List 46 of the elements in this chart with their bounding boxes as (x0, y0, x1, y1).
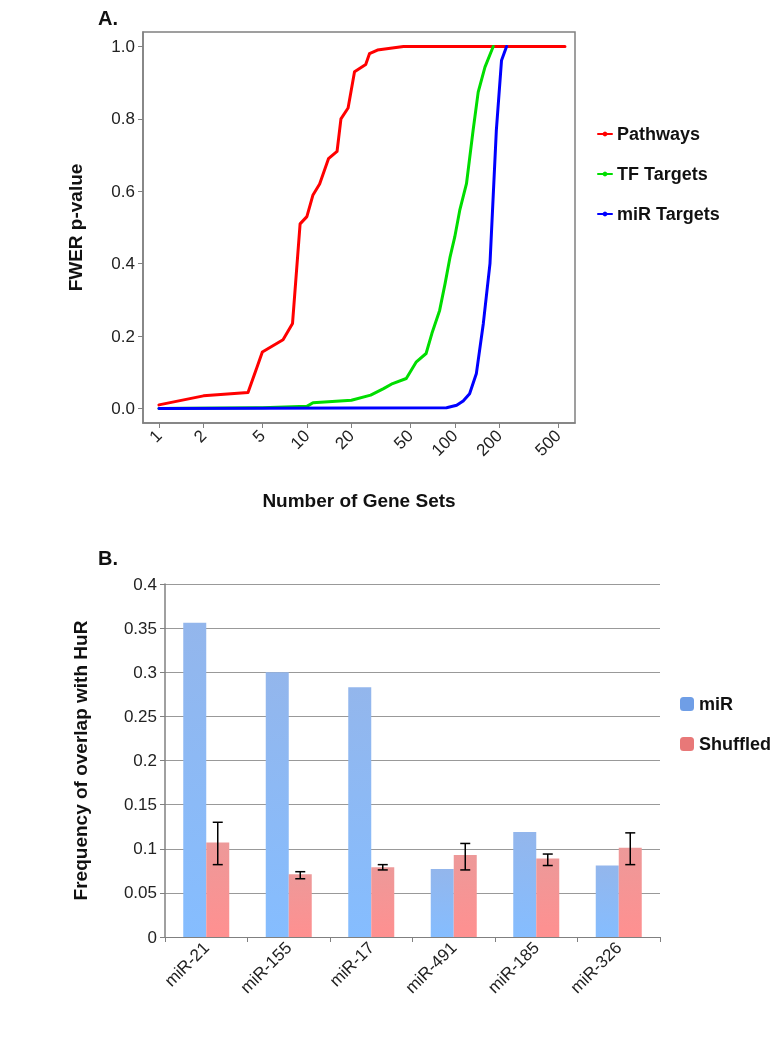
text: A. (98, 7, 118, 29)
bar (265, 672, 289, 937)
x-tick-label: 10 (286, 426, 314, 454)
y-tick-label: 1.0 (111, 36, 135, 56)
bar (453, 854, 477, 937)
y-tick-label: 0.3 (133, 662, 157, 682)
x-tick-label: 2 (190, 426, 211, 447)
legend-label: miR Targets (617, 204, 720, 224)
bar (183, 622, 207, 937)
legend-label: miR (699, 694, 734, 714)
x-axis-title: Number of Gene Sets (262, 490, 456, 511)
y-tick-label: 0 (147, 927, 157, 947)
y-tick-label: 0.35 (123, 618, 157, 638)
legend-label: TF Targets (617, 164, 708, 184)
x-tick-label: 50 (390, 426, 417, 454)
x-tick-label: 500 (531, 426, 565, 460)
bar (595, 865, 619, 937)
y-tick-label: 0.8 (111, 109, 135, 129)
y-tick-label: 0.25 (123, 706, 157, 726)
x-tick-label: 100 (428, 426, 462, 460)
y-tick-label: 0.4 (133, 574, 157, 594)
y-tick-label: 0.0 (111, 399, 135, 419)
bar (618, 847, 642, 937)
bar (536, 858, 560, 937)
text: B. (98, 547, 118, 569)
x-tick-label: 1 (145, 426, 166, 447)
bar (206, 842, 230, 937)
bar (430, 869, 454, 937)
y-tick-label: 0.05 (123, 883, 157, 903)
bar (371, 867, 395, 937)
x-tick-label: 20 (331, 426, 359, 454)
x-tick-label: 200 (472, 426, 507, 460)
x-tick-label: 5 (248, 426, 270, 447)
legend-label: Pathways (617, 124, 701, 144)
y-tick-label: 0.2 (133, 751, 157, 770)
bar (513, 831, 537, 937)
y-axis-title: Frequency of overlap with HuR (70, 620, 91, 901)
y-tick-label: 0.1 (133, 839, 157, 859)
y-tick-label: 0.15 (123, 795, 157, 815)
bar (288, 874, 312, 937)
bar (348, 687, 372, 937)
legend-label: Shuffled (699, 734, 771, 754)
y-axis-title: FWER p-value (65, 163, 86, 292)
y-tick-label: 0.6 (111, 181, 135, 201)
y-tick-label: 0.2 (111, 326, 135, 346)
y-tick-label: 0.4 (111, 254, 135, 274)
